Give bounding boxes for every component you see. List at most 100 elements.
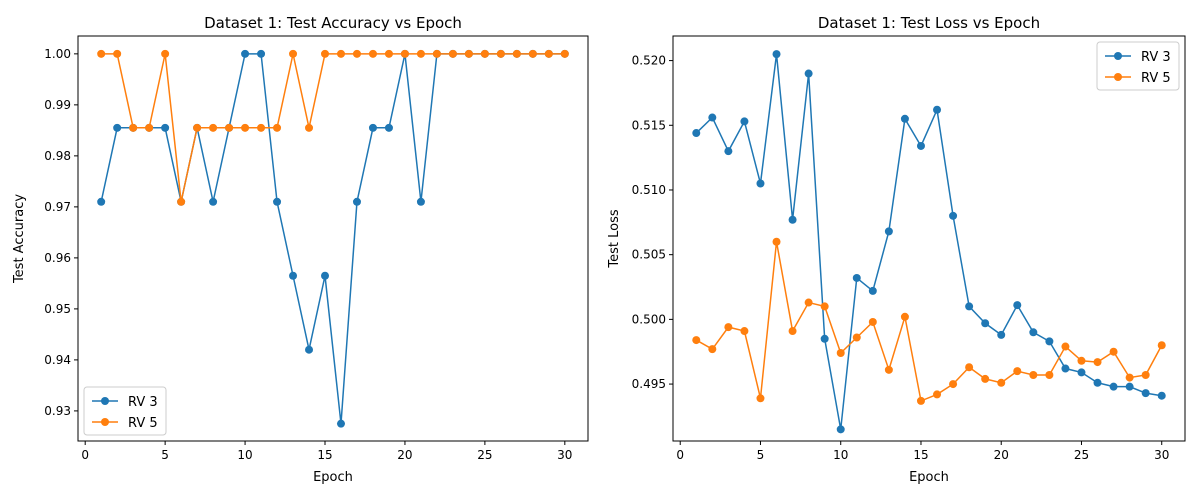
data-point	[868, 317, 877, 326]
data-point	[756, 179, 765, 188]
data-point	[1045, 371, 1054, 380]
data-point	[900, 312, 909, 321]
data-point	[1013, 367, 1022, 376]
data-point	[1109, 347, 1118, 356]
data-point	[528, 49, 537, 58]
y-tick-label: 0.500	[632, 312, 666, 326]
data-point	[193, 123, 202, 132]
data-point	[209, 197, 218, 206]
data-point	[724, 323, 733, 332]
y-tick-label: 1.00	[44, 47, 71, 61]
data-point	[225, 123, 234, 132]
data-point	[965, 363, 974, 372]
data-point	[113, 49, 122, 58]
data-point	[804, 69, 813, 78]
y-tick-label: 0.510	[632, 183, 666, 197]
data-point	[1045, 337, 1054, 346]
x-tick-label: 20	[397, 448, 412, 462]
data-point	[692, 129, 701, 138]
legend-marker	[1114, 52, 1122, 60]
legend-label: RV 3	[128, 395, 158, 410]
data-point	[352, 49, 361, 58]
plot-area	[78, 36, 588, 441]
legend-marker	[101, 418, 109, 426]
data-point	[1125, 382, 1134, 391]
data-point	[384, 123, 393, 132]
x-tick-label: 30	[557, 448, 572, 462]
x-tick-label: 25	[477, 448, 492, 462]
y-tick-label: 0.99	[44, 98, 71, 112]
data-point	[129, 123, 138, 132]
data-point	[368, 49, 377, 58]
data-point	[949, 380, 958, 389]
legend: RV 3 RV 5	[83, 386, 167, 436]
data-point	[756, 394, 765, 403]
data-point	[884, 365, 893, 374]
x-tick-label: 15	[317, 448, 332, 462]
data-point	[1061, 364, 1070, 373]
data-point	[305, 345, 314, 354]
data-point	[1141, 371, 1150, 380]
data-point	[432, 49, 441, 58]
data-point	[788, 327, 797, 336]
data-point	[981, 374, 990, 383]
data-point	[836, 349, 845, 358]
data-point	[273, 123, 282, 132]
data-point	[352, 197, 361, 206]
data-point	[161, 49, 170, 58]
data-point	[113, 123, 122, 132]
chart-2: 0 5 10 15 20 25 30 0.495 0.500 0.505 0.510 0.515 0.5…	[607, 14, 1186, 485]
data-point	[416, 197, 425, 206]
y-tick-label: 0.93	[44, 404, 71, 418]
legend-marker	[1114, 73, 1122, 81]
x-tick-label: 20	[994, 448, 1009, 462]
data-point	[708, 345, 717, 354]
data-point	[241, 123, 250, 132]
y-tick-label: 0.98	[44, 149, 71, 163]
data-point	[241, 49, 250, 58]
legend-label: RV 5	[128, 416, 158, 431]
y-axis-label: Test Accuracy	[12, 194, 27, 284]
data-point	[1077, 368, 1086, 377]
data-point	[560, 49, 569, 58]
x-tick-label: 0	[676, 448, 684, 462]
y-tick-label: 0.505	[632, 248, 666, 262]
data-point	[448, 49, 457, 58]
data-point	[997, 378, 1006, 387]
y-tick-label: 0.96	[44, 251, 71, 265]
y-tick-label: 0.94	[44, 353, 71, 367]
data-point	[257, 123, 266, 132]
data-point	[692, 336, 701, 345]
data-point	[772, 237, 781, 246]
data-point	[916, 141, 925, 150]
data-point	[900, 114, 909, 123]
plot-frame	[672, 35, 1186, 442]
data-point	[97, 49, 106, 58]
x-axis-label: Epoch	[313, 470, 353, 485]
data-point	[289, 49, 298, 58]
data-point	[1157, 341, 1166, 350]
data-point	[1077, 356, 1086, 365]
data-point	[305, 123, 314, 132]
chart-1: 0 5 10 15 20 25 30 0.93 0.94 0.95 0.96 0.97 0.98 0.99…	[12, 14, 589, 485]
plot-frame	[77, 35, 589, 442]
data-point	[740, 327, 749, 336]
data-point	[336, 49, 345, 58]
data-point	[464, 49, 473, 58]
data-point	[868, 286, 877, 295]
data-point	[836, 425, 845, 434]
legend-marker	[101, 397, 109, 405]
data-point	[1013, 301, 1022, 310]
data-point	[724, 147, 733, 156]
data-point	[820, 302, 829, 311]
y-tick-label: 0.495	[632, 377, 666, 391]
data-point	[257, 49, 266, 58]
plot-area	[673, 36, 1185, 441]
x-tick-label: 25	[1074, 448, 1089, 462]
data-point	[289, 271, 298, 280]
x-tick-label: 0	[81, 448, 89, 462]
y-tick-label: 0.95	[44, 302, 71, 316]
data-point	[804, 298, 813, 307]
y-tick-label: 0.520	[632, 54, 666, 68]
chart-title: Dataset 1: Test Loss vs Epoch	[818, 14, 1040, 32]
